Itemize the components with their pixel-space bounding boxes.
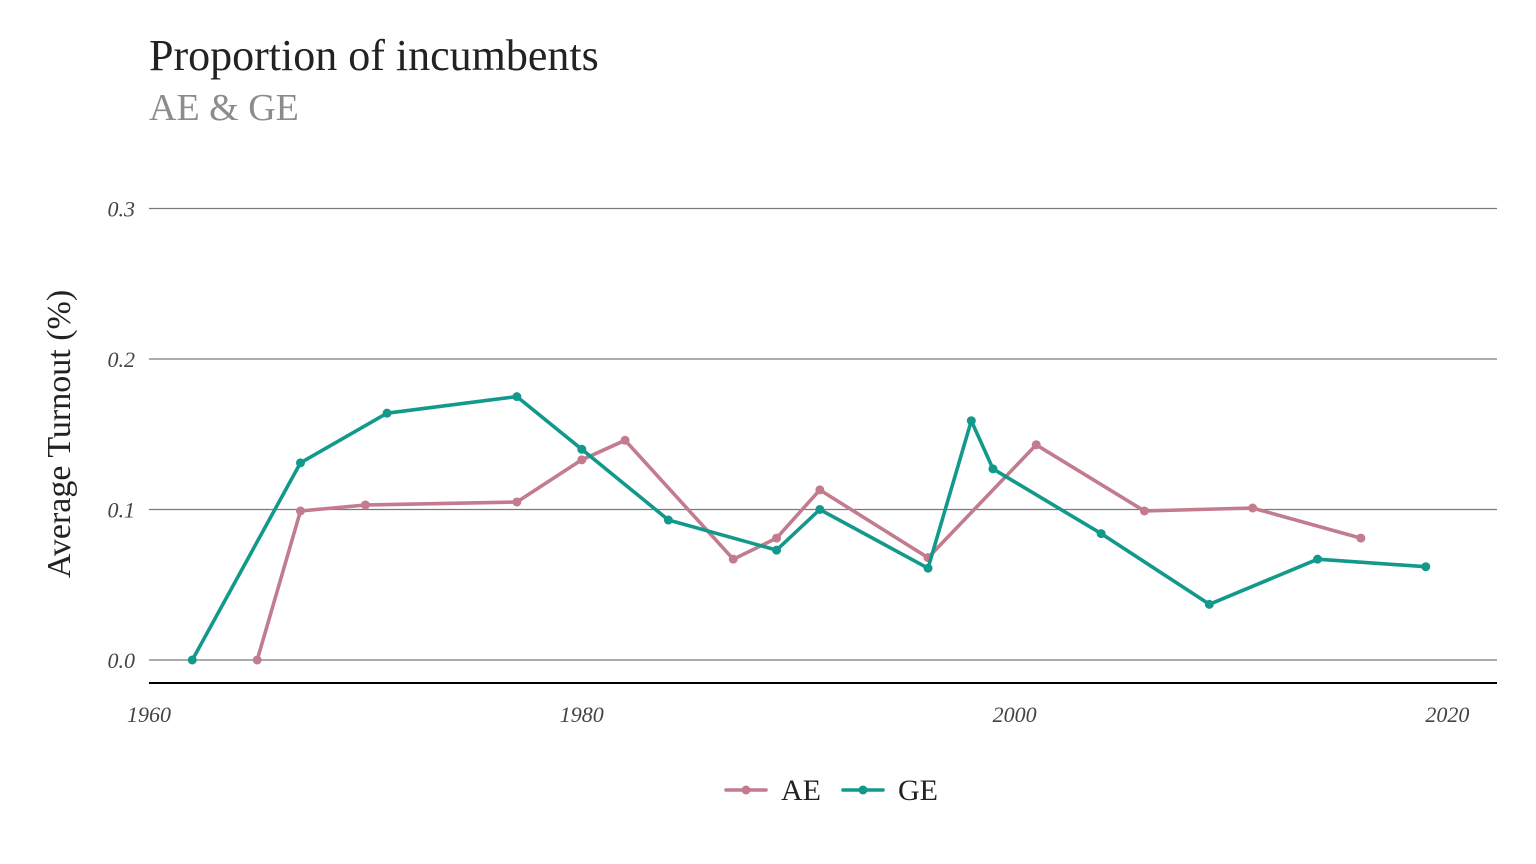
series-line-ge (190, 394, 1428, 662)
data-point-ae (1139, 506, 1149, 516)
gridlines (149, 207, 1497, 661)
data-point-ae (512, 497, 522, 507)
data-point-ae (815, 485, 825, 495)
chart-title: Proportion of incumbents (149, 31, 599, 80)
series-group (187, 392, 1431, 665)
data-point-ae (1031, 440, 1041, 450)
data-point-ae (728, 554, 738, 564)
data-point-ae (252, 655, 262, 665)
series-ge (187, 392, 1431, 665)
data-point-ge (772, 545, 782, 555)
y-tick-labels: 0.0 0.1 0.2 0.3 (108, 197, 136, 674)
data-point-ge (1096, 529, 1106, 539)
data-point-ge (295, 458, 305, 468)
data-point-ae (360, 500, 370, 510)
data-point-ge (1421, 562, 1431, 572)
y-tick-label: 0.1 (108, 498, 136, 523)
data-point-ae (772, 533, 782, 543)
y-tick-label: 0.2 (108, 347, 136, 372)
data-point-ge (577, 444, 587, 454)
x-tick-label: 1980 (560, 702, 604, 727)
legend-item-ge: GE (841, 774, 938, 807)
x-tick-labels: 1960 1980 2000 2020 (127, 702, 1469, 727)
data-point-ae (620, 435, 630, 445)
data-point-ge (663, 515, 673, 525)
x-tick-label: 2000 (993, 702, 1037, 727)
data-point-ge (815, 505, 825, 514)
data-point-ge (923, 563, 933, 573)
legend-label: AE (781, 774, 821, 807)
data-point-ge (382, 408, 392, 418)
data-point-ae (295, 506, 305, 516)
data-point-ae (577, 455, 587, 465)
x-tick-label: 1960 (127, 702, 171, 727)
series-line-ae (255, 438, 1363, 662)
data-point-ae (1248, 503, 1258, 513)
legend-label: GE (898, 774, 938, 807)
legend-item-ae: AE (724, 774, 821, 807)
data-point-ge (1204, 599, 1214, 609)
data-point-ge (187, 655, 197, 665)
data-point-ge (1313, 554, 1323, 564)
data-point-ae (1356, 533, 1366, 543)
data-point-ge (988, 464, 998, 474)
y-tick-label: 0.3 (108, 197, 136, 222)
legend: AE GE (724, 774, 938, 807)
y-tick-label: 0.0 (108, 648, 136, 673)
data-point-ge (966, 416, 976, 426)
legend-key-point (741, 785, 751, 795)
x-tick-label: 2020 (1425, 702, 1469, 727)
y-axis-title: Average Turnout (%) (41, 290, 78, 578)
series-ae (252, 435, 1366, 665)
legend-key-point (858, 785, 868, 795)
data-point-ge (512, 392, 522, 402)
chart-subtitle: AE & GE (149, 87, 299, 129)
